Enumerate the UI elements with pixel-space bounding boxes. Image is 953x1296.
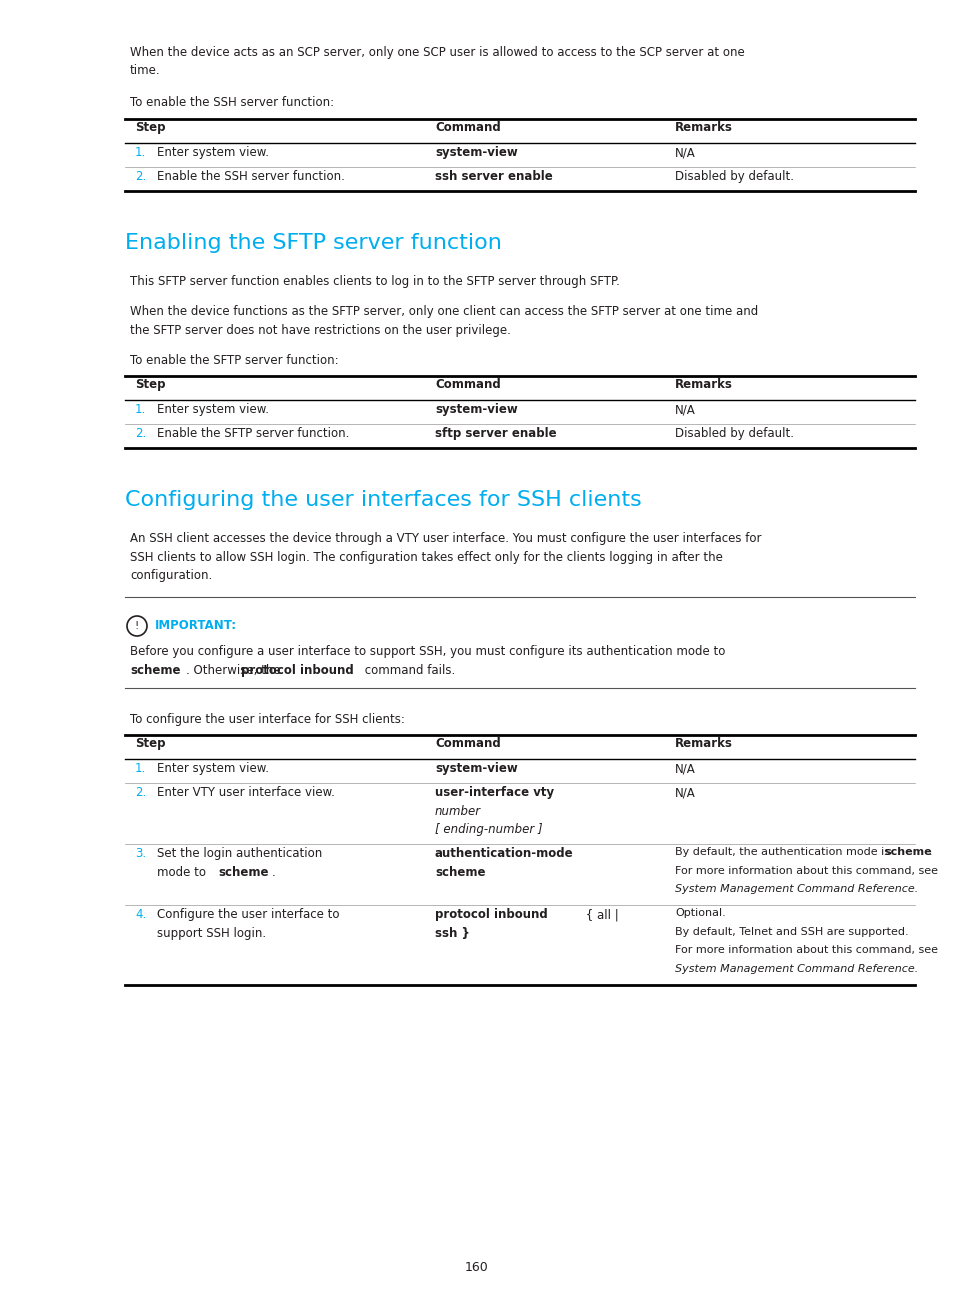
Text: An SSH client accesses the device through a VTY user interface. You must configu: An SSH client accesses the device throug… [130, 531, 760, 546]
Text: For more information about this command, see: For more information about this command,… [675, 866, 937, 876]
Text: [ ending-number ]: [ ending-number ] [435, 823, 542, 836]
Text: 4.: 4. [135, 908, 146, 921]
Text: To enable the SFTP server function:: To enable the SFTP server function: [130, 354, 338, 367]
Text: 2.: 2. [135, 785, 146, 800]
Text: Remarks: Remarks [675, 378, 732, 391]
Text: system-view: system-view [435, 146, 517, 159]
Text: number: number [435, 805, 480, 818]
Text: . Otherwise, the: . Otherwise, the [186, 664, 284, 677]
Text: protocol inbound: protocol inbound [241, 664, 354, 677]
Text: support SSH login.: support SSH login. [157, 927, 266, 940]
Text: { all |: { all | [581, 908, 618, 921]
Text: mode to: mode to [157, 866, 210, 879]
Text: 160: 160 [465, 1261, 488, 1274]
Text: Enter system view.: Enter system view. [157, 146, 269, 159]
Text: command fails.: command fails. [360, 664, 455, 677]
Text: IMPORTANT:: IMPORTANT: [154, 619, 237, 632]
Text: scheme: scheme [435, 866, 485, 879]
Text: Enable the SFTP server function.: Enable the SFTP server function. [157, 426, 349, 441]
Text: system-view: system-view [435, 762, 517, 775]
Text: .: . [928, 848, 932, 857]
Text: Step: Step [135, 378, 165, 391]
Text: N/A: N/A [675, 403, 695, 416]
Text: configuration.: configuration. [130, 569, 212, 582]
Text: Enter VTY user interface view.: Enter VTY user interface view. [157, 785, 335, 800]
Text: 1.: 1. [135, 403, 146, 416]
Text: Configure the user interface to: Configure the user interface to [157, 908, 339, 921]
Text: 2.: 2. [135, 426, 146, 441]
Text: Disabled by default.: Disabled by default. [675, 426, 793, 441]
Text: To configure the user interface for SSH clients:: To configure the user interface for SSH … [130, 713, 404, 726]
Text: SSH clients to allow SSH login. The configuration takes effect only for the clie: SSH clients to allow SSH login. The conf… [130, 551, 722, 564]
Text: .: . [272, 866, 275, 879]
Text: ssh }: ssh } [435, 927, 470, 940]
Text: scheme: scheme [883, 848, 931, 857]
Text: Set the login authentication: Set the login authentication [157, 848, 322, 861]
Text: This SFTP server function enables clients to log in to the SFTP server through S: This SFTP server function enables client… [130, 275, 619, 288]
Text: 1.: 1. [135, 762, 146, 775]
Text: Configuring the user interfaces for SSH clients: Configuring the user interfaces for SSH … [125, 490, 641, 511]
Text: System Management Command Reference.: System Management Command Reference. [675, 963, 918, 973]
Text: scheme: scheme [218, 866, 268, 879]
Text: By default, the authentication mode is: By default, the authentication mode is [675, 848, 893, 857]
Text: Disabled by default.: Disabled by default. [675, 170, 793, 183]
Text: System Management Command Reference.: System Management Command Reference. [675, 884, 918, 894]
Text: N/A: N/A [675, 785, 695, 800]
Text: 3.: 3. [135, 848, 146, 861]
Text: Step: Step [135, 121, 165, 133]
Text: protocol inbound: protocol inbound [435, 908, 547, 921]
Text: Enter system view.: Enter system view. [157, 403, 269, 416]
Text: When the device acts as an SCP server, only one SCP user is allowed to access to: When the device acts as an SCP server, o… [130, 45, 744, 60]
Text: 1.: 1. [135, 146, 146, 159]
Text: !: ! [134, 621, 139, 631]
Text: By default, Telnet and SSH are supported.: By default, Telnet and SSH are supported… [675, 927, 907, 937]
Text: Step: Step [135, 737, 165, 750]
Text: Optional.: Optional. [675, 908, 725, 918]
Text: Before you configure a user interface to support SSH, you must configure its aut: Before you configure a user interface to… [130, 645, 724, 658]
Text: scheme: scheme [130, 664, 180, 677]
Text: Enable the SSH server function.: Enable the SSH server function. [157, 170, 345, 183]
Text: Remarks: Remarks [675, 737, 732, 750]
Text: Enter system view.: Enter system view. [157, 762, 269, 775]
Text: 2.: 2. [135, 170, 146, 183]
Text: N/A: N/A [675, 146, 695, 159]
Text: Command: Command [435, 378, 500, 391]
Text: sftp server enable: sftp server enable [435, 426, 556, 441]
Text: the SFTP server does not have restrictions on the user privilege.: the SFTP server does not have restrictio… [130, 324, 511, 337]
Text: N/A: N/A [675, 762, 695, 775]
Text: user-interface vty: user-interface vty [435, 785, 554, 800]
Text: To enable the SSH server function:: To enable the SSH server function: [130, 96, 334, 109]
Text: system-view: system-view [435, 403, 517, 416]
Text: authentication-mode: authentication-mode [435, 848, 573, 861]
Text: ssh server enable: ssh server enable [435, 170, 552, 183]
Text: Command: Command [435, 737, 500, 750]
Text: When the device functions as the SFTP server, only one client can access the SFT: When the device functions as the SFTP se… [130, 305, 758, 318]
Text: Remarks: Remarks [675, 121, 732, 133]
Text: time.: time. [130, 65, 160, 78]
Text: Enabling the SFTP server function: Enabling the SFTP server function [125, 233, 501, 253]
Text: For more information about this command, see: For more information about this command,… [675, 945, 937, 955]
Text: Command: Command [435, 121, 500, 133]
